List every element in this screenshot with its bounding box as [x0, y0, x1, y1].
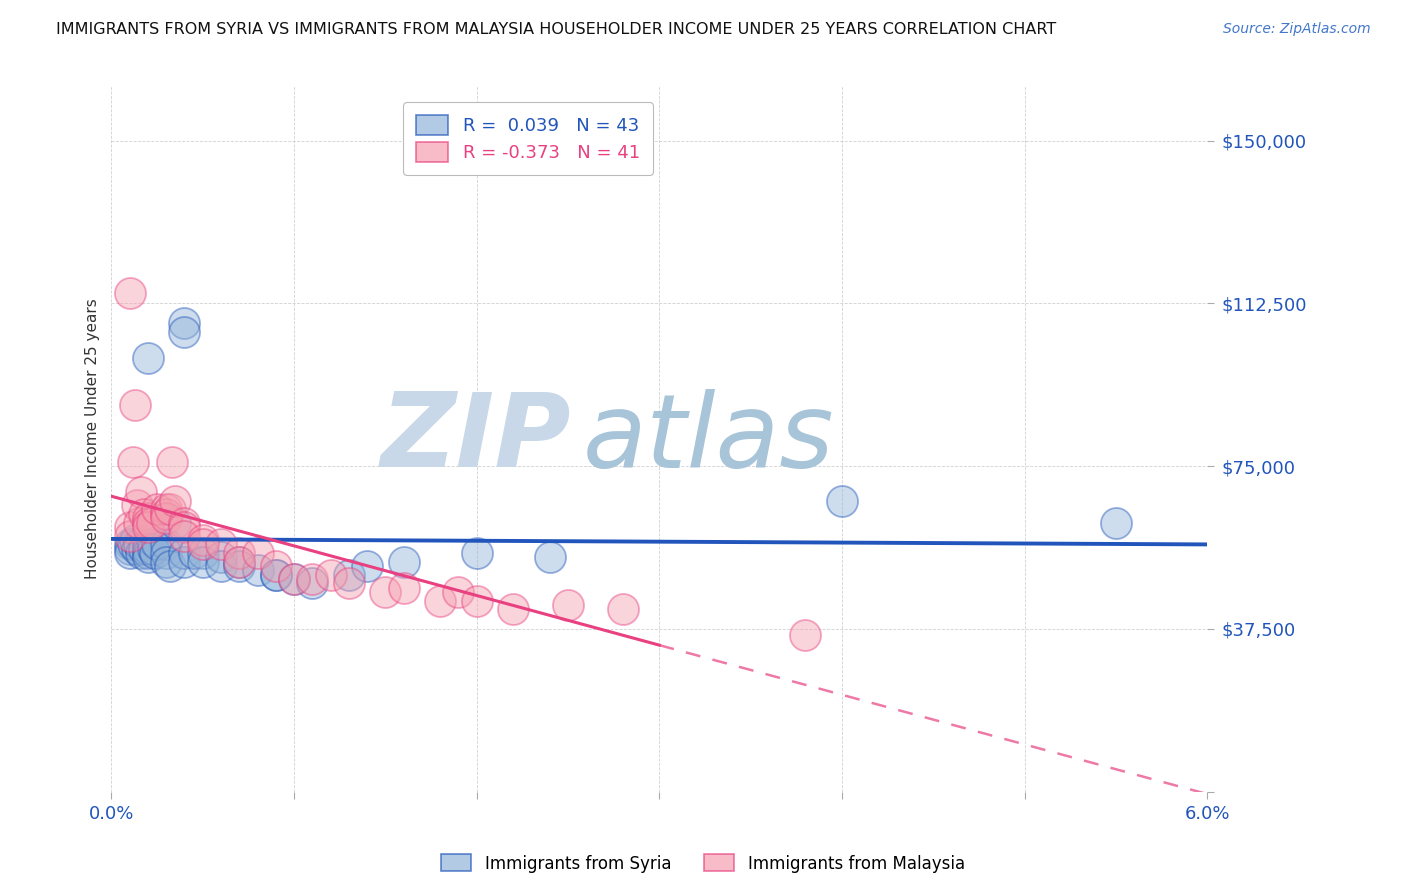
Point [141, 516, 163, 530]
Text: Source: ZipAtlas.com: Source: ZipAtlas.com [1223, 22, 1371, 37]
Point [159, 502, 181, 516]
Point [319, 567, 342, 582]
Point [134, 541, 156, 556]
Point [191, 533, 214, 547]
Point [283, 572, 305, 586]
Point [209, 537, 232, 551]
Point [337, 576, 360, 591]
Point [128, 537, 150, 551]
Point [159, 558, 181, 573]
Point [155, 546, 177, 560]
Point [228, 546, 250, 560]
Point [246, 546, 269, 560]
Point [124, 398, 146, 412]
Point [136, 520, 159, 534]
Point [557, 598, 579, 612]
Point [173, 528, 195, 542]
Point [465, 546, 488, 560]
Point [173, 325, 195, 339]
Point [155, 537, 177, 551]
Point [118, 541, 141, 556]
Point [134, 507, 156, 521]
Point [1105, 516, 1128, 530]
Point [264, 558, 287, 573]
Point [155, 511, 177, 525]
Point [465, 593, 488, 607]
Point [136, 351, 159, 365]
Legend: R =  0.039   N = 43, R = -0.373   N = 41: R = 0.039 N = 43, R = -0.373 N = 41 [404, 103, 652, 175]
Point [129, 485, 152, 500]
Point [794, 628, 817, 642]
Point [155, 507, 177, 521]
Text: atlas: atlas [582, 389, 834, 489]
Point [831, 493, 853, 508]
Point [118, 537, 141, 551]
Point [209, 558, 232, 573]
Point [128, 516, 150, 530]
Point [141, 533, 163, 547]
Point [173, 316, 195, 330]
Point [122, 455, 145, 469]
Point [165, 493, 187, 508]
Point [502, 602, 524, 616]
Point [146, 537, 169, 551]
Point [125, 541, 148, 556]
Point [392, 555, 415, 569]
Point [136, 511, 159, 525]
Point [173, 520, 195, 534]
Point [228, 555, 250, 569]
Point [155, 555, 177, 569]
Point [264, 567, 287, 582]
Point [122, 537, 145, 551]
Point [392, 581, 415, 595]
Point [337, 567, 360, 582]
Point [173, 546, 195, 560]
Point [538, 550, 561, 565]
Point [264, 567, 287, 582]
Point [136, 541, 159, 556]
Point [173, 555, 195, 569]
Point [183, 546, 205, 560]
Point [374, 585, 396, 599]
Legend: Immigrants from Syria, Immigrants from Malaysia: Immigrants from Syria, Immigrants from M… [434, 847, 972, 880]
Point [228, 555, 250, 569]
Point [209, 550, 232, 565]
Y-axis label: Householder Income Under 25 years: Householder Income Under 25 years [86, 299, 100, 579]
Point [136, 546, 159, 560]
Point [173, 516, 195, 530]
Point [612, 602, 634, 616]
Point [356, 558, 378, 573]
Point [136, 550, 159, 565]
Point [118, 528, 141, 542]
Point [191, 555, 214, 569]
Text: ZIP: ZIP [381, 389, 572, 490]
Point [283, 572, 305, 586]
Point [143, 546, 166, 560]
Point [146, 502, 169, 516]
Point [301, 576, 323, 591]
Text: IMMIGRANTS FROM SYRIA VS IMMIGRANTS FROM MALAYSIA HOUSEHOLDER INCOME UNDER 25 YE: IMMIGRANTS FROM SYRIA VS IMMIGRANTS FROM… [56, 22, 1056, 37]
Point [160, 455, 183, 469]
Point [118, 520, 141, 534]
Point [191, 537, 214, 551]
Point [429, 593, 451, 607]
Point [301, 572, 323, 586]
Point [246, 563, 269, 577]
Point [447, 585, 470, 599]
Point [125, 498, 148, 512]
Point [136, 537, 159, 551]
Point [228, 558, 250, 573]
Point [129, 546, 152, 560]
Point [165, 516, 187, 530]
Point [124, 533, 146, 547]
Point [118, 285, 141, 300]
Point [142, 541, 165, 556]
Point [136, 516, 159, 530]
Point [191, 546, 214, 560]
Point [155, 502, 177, 516]
Point [118, 546, 141, 560]
